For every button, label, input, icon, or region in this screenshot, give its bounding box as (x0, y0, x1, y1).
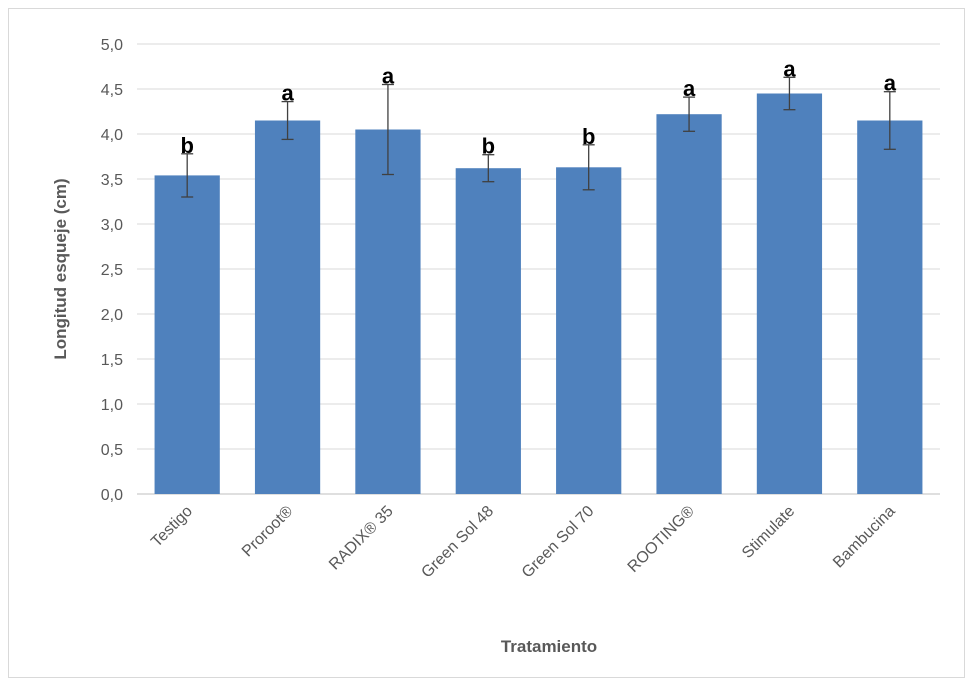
bar (154, 175, 220, 494)
x-axis-title: Tratamiento (501, 637, 597, 656)
y-tick-label: 2,5 (101, 262, 123, 279)
y-tick-label: 2,0 (101, 307, 123, 324)
x-tick-label: Green Sol 48 (418, 503, 497, 582)
bars (154, 93, 923, 495)
significance-label: a (382, 64, 395, 89)
significance-label: b (582, 124, 595, 149)
x-tick-label: Bambucina (830, 503, 899, 572)
bar (756, 93, 823, 494)
y-tick-label: 0,5 (101, 442, 123, 459)
bar (857, 120, 923, 494)
y-tick-label: 0,0 (101, 487, 123, 504)
x-tick-label: ROOTING® (625, 503, 698, 576)
y-tick-label: 4,5 (101, 82, 123, 99)
x-tick-label: Testigo (148, 503, 196, 551)
bar (556, 167, 622, 495)
x-tick-label: Proroot® (239, 503, 297, 561)
significance-label: b (180, 133, 193, 158)
bar (254, 120, 321, 494)
error-bars (181, 76, 896, 198)
y-tick-labels: 0,0 0,5 1,0 1,5 2,0 2,5 3,0 3,5 4,0 4,5 5,0 (101, 37, 123, 504)
significance-label: b (482, 134, 495, 159)
significance-label: a (683, 76, 696, 101)
y-tick-label: 1,5 (101, 352, 123, 369)
x-tick-label: Stimulate (739, 503, 798, 562)
y-tick-label: 3,0 (101, 217, 123, 234)
y-tick-label: 5,0 (101, 37, 123, 54)
significance-labels: b a a b b a a a (180, 56, 896, 158)
significance-label: a (783, 56, 796, 81)
y-tick-label: 1,0 (101, 397, 123, 414)
bar (656, 114, 722, 494)
x-tick-labels: Testigo Proroot® RADIX® 35 Green Sol 48 Gree… (148, 503, 899, 582)
y-tick-label: 3,5 (101, 172, 123, 189)
y-axis-title: Longitud esqueje (cm) (51, 178, 70, 359)
y-tick-label: 4,0 (101, 127, 123, 144)
significance-label: a (884, 71, 897, 96)
bar (455, 168, 521, 494)
bar (355, 129, 421, 494)
x-tick-label: Green Sol 70 (519, 503, 598, 582)
significance-label: a (281, 81, 294, 106)
x-tick-label: RADIX® 35 (326, 503, 397, 574)
